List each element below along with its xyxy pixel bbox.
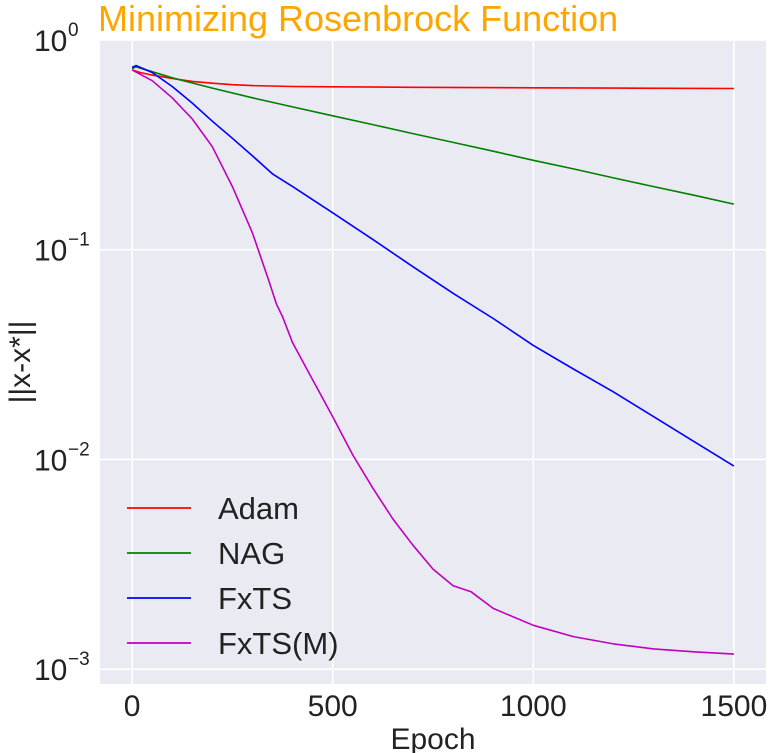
legend-label: FxTS <box>218 581 292 616</box>
y-tick-exponent: −2 <box>68 439 90 460</box>
legend-label: Adam <box>218 491 299 526</box>
x-tick-label: 500 <box>308 690 358 723</box>
series-line <box>131 69 734 655</box>
y-tick-base: 10 <box>34 235 67 268</box>
legend-label: FxTS(M) <box>218 626 339 661</box>
y-tick-label: 10 −3 <box>34 649 90 687</box>
y-tick-exponent: −3 <box>68 649 90 670</box>
legend-item: NAG <box>127 536 285 571</box>
series-line <box>131 66 735 205</box>
legend: Adam NAG FxTS FxTS(M) <box>127 491 339 661</box>
series-lines <box>131 64 735 655</box>
x-tick-label: 1000 <box>500 690 567 723</box>
y-tick-base: 10 <box>34 25 67 58</box>
y-tick-label: 10 0 <box>34 20 79 58</box>
series-line <box>131 64 735 467</box>
plot-area <box>100 40 766 684</box>
legend-item: FxTS(M) <box>127 626 339 661</box>
y-tick-label: 10 −2 <box>34 439 90 477</box>
y-tick-base: 10 <box>34 444 67 477</box>
legend-item: Adam <box>127 491 299 526</box>
x-tick-labels: 0 500 1000 1500 <box>124 690 768 723</box>
y-tick-exponent: −1 <box>68 230 90 251</box>
x-tick-label: 0 <box>124 690 141 723</box>
x-axis-label: Epoch <box>390 723 475 753</box>
legend-label: NAG <box>218 536 285 571</box>
x-tick-label: 1500 <box>701 690 768 723</box>
y-tick-label: 10 −1 <box>34 230 90 268</box>
y-tick-exponent: 0 <box>68 20 79 41</box>
grid <box>100 39 766 684</box>
y-axis-label: ||x-x*|| <box>4 321 37 404</box>
legend-item: FxTS <box>127 581 292 616</box>
chart-title: Minimizing Rosenbrock Function <box>98 0 618 39</box>
y-tick-base: 10 <box>34 654 67 687</box>
